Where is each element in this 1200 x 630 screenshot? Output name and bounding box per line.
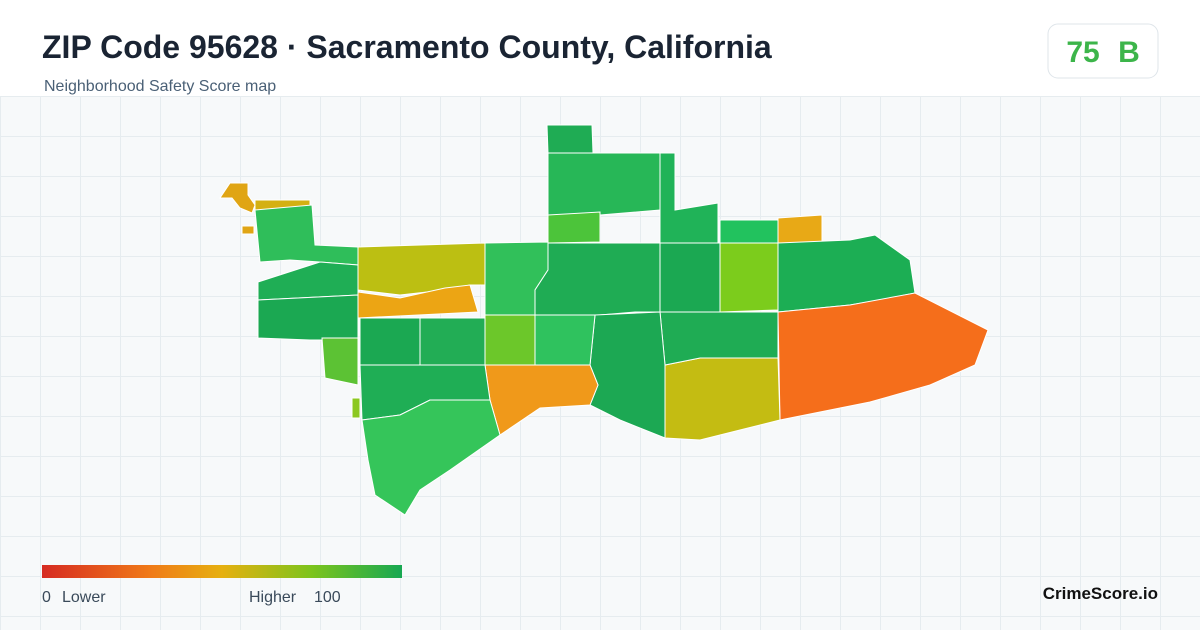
region (257, 261, 359, 301)
region (547, 211, 601, 244)
map (219, 124, 989, 516)
legend-min: 0 (42, 589, 51, 606)
region (361, 399, 501, 516)
region (254, 204, 359, 266)
region (219, 182, 256, 214)
region (777, 292, 989, 421)
region (777, 214, 823, 244)
header-band (0, 0, 1200, 96)
score-badge (1047, 23, 1159, 79)
region (664, 357, 781, 441)
region (484, 364, 599, 436)
region (321, 337, 359, 386)
title: ZIP Code 95628 · Sacramento County, Cali… (42, 29, 772, 65)
region (484, 314, 536, 366)
region (534, 314, 596, 366)
region (547, 152, 661, 216)
legend-max-label: Higher (249, 589, 297, 606)
region (359, 317, 421, 366)
region (659, 152, 719, 244)
region (659, 311, 779, 366)
region (257, 294, 359, 341)
subtitle: Neighborhood Safety Score map (44, 78, 276, 95)
region (546, 124, 594, 154)
legend-bar (42, 565, 402, 578)
region (419, 317, 486, 366)
legend-max: 100 (314, 589, 341, 606)
region (241, 225, 255, 235)
brand: CrimeScore.io (1043, 584, 1158, 603)
score: 75 (1066, 36, 1099, 69)
region (719, 219, 779, 244)
region (589, 311, 666, 439)
grade: B (1118, 36, 1140, 69)
legend-min-label: Lower (62, 589, 106, 606)
region (659, 242, 721, 313)
region (351, 397, 361, 419)
region (719, 242, 779, 313)
region (534, 242, 661, 316)
region (357, 284, 479, 319)
